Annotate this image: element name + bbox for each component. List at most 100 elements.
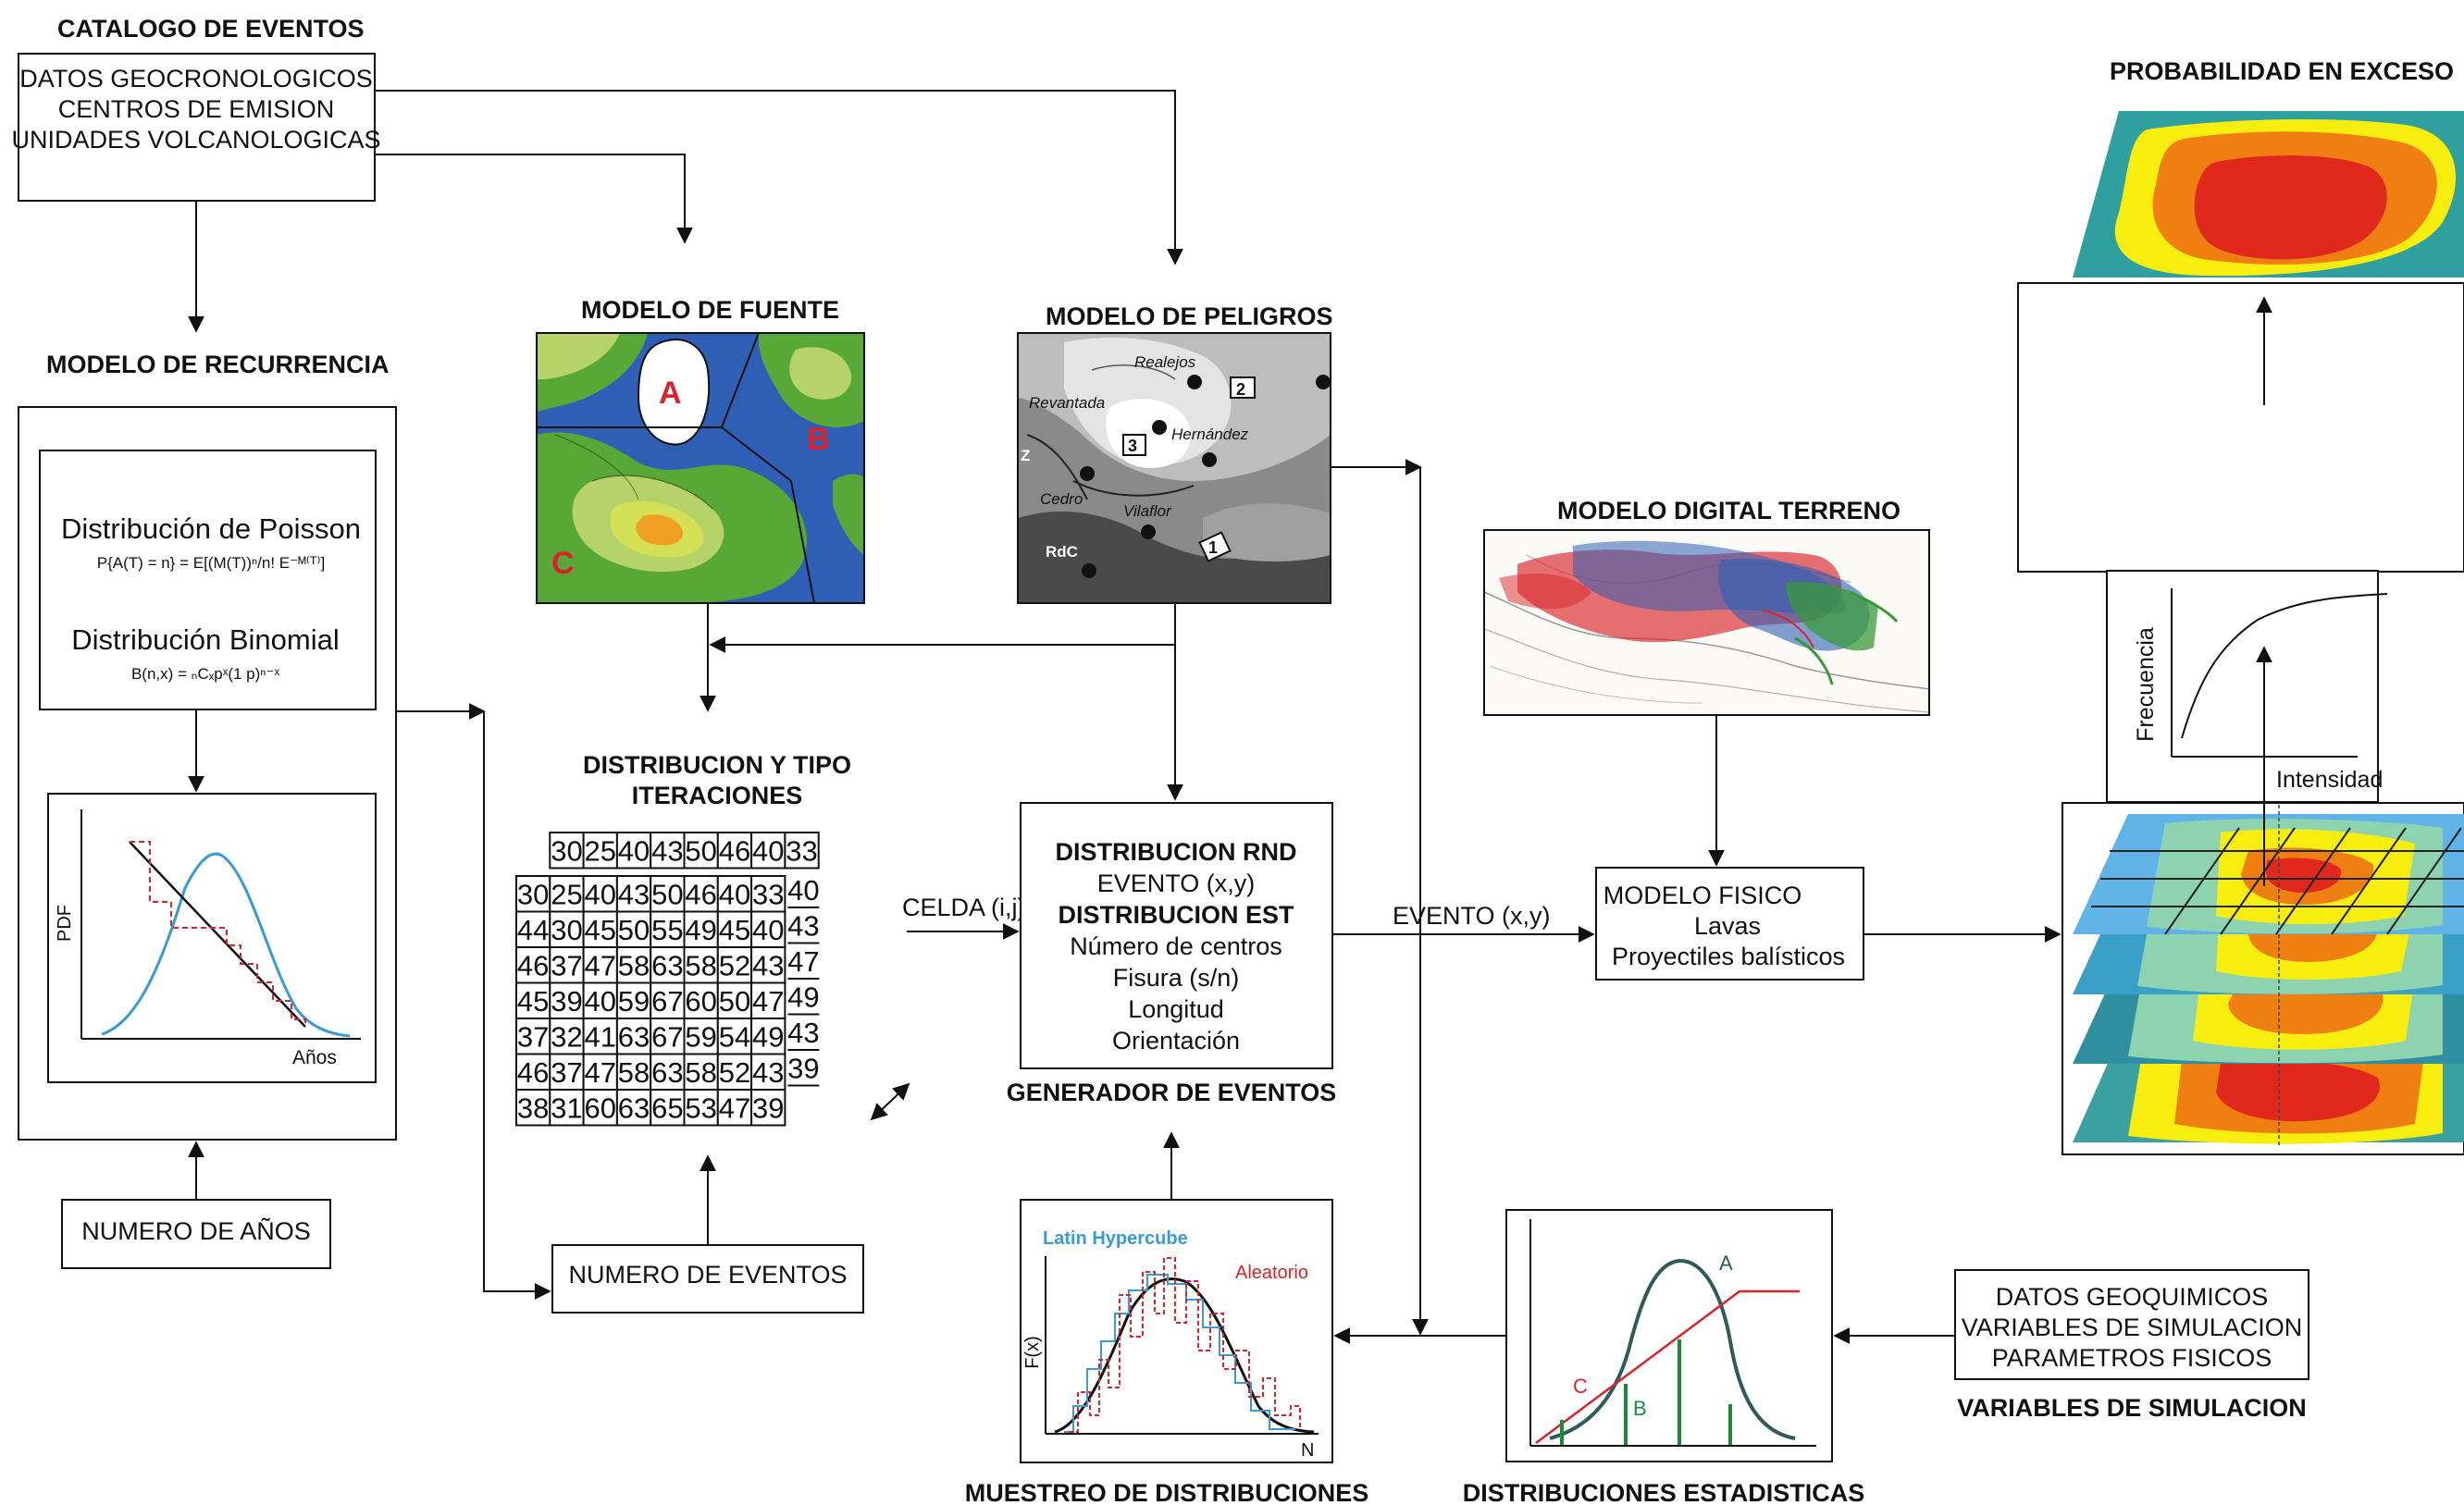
grid-cell: 50 [719, 985, 750, 1018]
grid-cell: 55 [651, 914, 683, 946]
grid-cell-border [750, 875, 786, 913]
sampling-legend-random: Aleatorio [1235, 1263, 1308, 1283]
stats-label-b: B [1633, 1397, 1647, 1420]
simvars-line-2: VARIABLES DE SIMULACION [1962, 1314, 2303, 1341]
frequency-axis-label: Frecuencia [2133, 627, 2159, 742]
grid-cell: 31 [551, 1092, 582, 1124]
frequency-chart-box [2106, 570, 2379, 803]
hazard-place-cedro: Cedro [1040, 490, 1083, 508]
sampling-chart: Latin Hypercube Aleatorio F(x) N [1022, 1228, 1319, 1461]
grid-cell-border [582, 981, 618, 1019]
stats-chart-box [1505, 1209, 1833, 1462]
generator-box [1020, 802, 1333, 1069]
grid-right-cell: 43 [787, 1017, 819, 1049]
grid-cell: 67 [651, 985, 683, 1018]
grid-cell-border [515, 875, 551, 913]
grid-top-cell-border [549, 832, 585, 870]
events-box [551, 1244, 864, 1314]
grid-diagonal-arrow [870, 1082, 910, 1121]
grid-cell: 25 [551, 878, 582, 910]
generator-line: EVENTO (x,y) [1097, 870, 1256, 897]
grid-cell-border [549, 1053, 585, 1091]
intensity-axis-label: Intensidad [2276, 767, 2383, 793]
years-axis-label: Años [292, 1047, 337, 1068]
grid-cell-border [515, 1089, 551, 1127]
generator-caption: GENERADOR DE EVENTOS [1007, 1079, 1337, 1106]
grid-cell-border [650, 1053, 686, 1091]
recurrence-title: MODELO DE RECURRENCIA [46, 351, 390, 378]
grid-cell-border [650, 1089, 686, 1127]
grid-cell-border [750, 1018, 786, 1055]
source-zone-b: B [807, 422, 830, 457]
source-model-title: MODELO DE FUENTE [581, 296, 839, 324]
grid-top-cell: 43 [651, 834, 683, 867]
grid-cell-border [716, 1053, 753, 1091]
grid-cell: 52 [719, 949, 750, 981]
distribution-title-2: ITERACIONES [632, 782, 803, 809]
grid-top-cell: 25 [585, 834, 616, 867]
exceedance-box [2017, 282, 2464, 573]
poisson-formula: P{A(T) = n} = E[(M(T))ⁿ/n! E⁻ᴹ⁽ᵀ⁾] [97, 554, 325, 572]
grid-cell-border [750, 946, 786, 984]
grid-top-cell: 50 [685, 834, 716, 867]
grid-cell: 37 [551, 949, 582, 981]
grid-cell: 40 [585, 985, 616, 1018]
grid-cell: 46 [685, 878, 716, 910]
grid-cell: 54 [719, 1020, 750, 1053]
physical-line-2: Lavas [1694, 912, 1761, 940]
grid-cell: 45 [585, 914, 616, 946]
grid-top-cell: 46 [719, 834, 750, 867]
grid-cell-border [615, 1018, 652, 1055]
pdf-regression-line [129, 841, 306, 1028]
grid-cell: 52 [719, 1056, 750, 1089]
grid-cell: 50 [651, 878, 683, 910]
distribution-title-1: DISTRIBUCION Y TIPO [583, 751, 851, 779]
source-zone-c: C [551, 546, 575, 581]
sampling-y-label: F(x) [1022, 1336, 1043, 1369]
simvars-box [1954, 1269, 2309, 1380]
grid-cell: 47 [585, 949, 616, 981]
grid-cell: 58 [685, 1056, 716, 1089]
generator-line: Orientación [1112, 1027, 1240, 1055]
grid-cell: 32 [551, 1020, 582, 1053]
grid-cell: 43 [752, 1056, 784, 1089]
cell-label: CELDA (i,j) [902, 894, 1026, 921]
grid-top-cell: 40 [752, 834, 784, 867]
connector-arrows [188, 90, 2062, 1344]
hazard-place-vilaflor: Vilaflor [1123, 502, 1172, 520]
stats-chart: A B C [1529, 1219, 1816, 1447]
grid-cell: 65 [651, 1092, 683, 1124]
grid-cell: 30 [551, 914, 582, 946]
grid-cell-border [750, 1053, 786, 1091]
grid-cell: 41 [585, 1020, 616, 1053]
physical-box [1595, 867, 1864, 981]
grid-cell-border [650, 981, 686, 1019]
grid-cell: 45 [517, 985, 549, 1018]
grid-cell: 63 [651, 1056, 683, 1089]
catalog-title: CATALOGO DE EVENTOS [57, 15, 365, 43]
grid-cell-border [716, 981, 753, 1019]
generator-line: Número de centros [1070, 932, 1282, 960]
sampling-legend-lh: Latin Hypercube [1043, 1228, 1188, 1249]
generator-line: DISTRIBUCION RND [1056, 838, 1297, 866]
grid-cell: 43 [752, 949, 784, 981]
grid-top-cell-border [784, 832, 820, 870]
grid-cell: 40 [719, 878, 750, 910]
hazard-map: 2 3 1 Realejos Revantada Hernández Cedro… [1018, 333, 1331, 603]
grid-cell: 47 [752, 985, 784, 1018]
generator-lines: DISTRIBUCION RND EVENTO (x,y) DISTRIBUCION… [1056, 838, 1297, 1055]
catalog-line-2: CENTROS DE EMISION [58, 95, 335, 123]
catalog-line-3: UNIDADES VOLCANOLOGICAS [11, 126, 380, 154]
exceedance-title: PROBABILIDAD EN EXCESO [2110, 57, 2454, 85]
grid-right-cell: 43 [787, 910, 819, 943]
event-xy-label: EVENTO (x,y) [1393, 902, 1551, 930]
simvars-line-1: DATOS GEOQUIMICOS [1996, 1283, 2269, 1311]
pdf-step-line [130, 841, 306, 1027]
grid-cell: 49 [685, 914, 716, 946]
grid-cell: 44 [517, 914, 549, 946]
grid-cell-border [716, 1089, 753, 1127]
grid-right-cell: 47 [787, 945, 819, 978]
grid-cell: 58 [685, 949, 716, 981]
grid-cell: 59 [618, 985, 650, 1018]
